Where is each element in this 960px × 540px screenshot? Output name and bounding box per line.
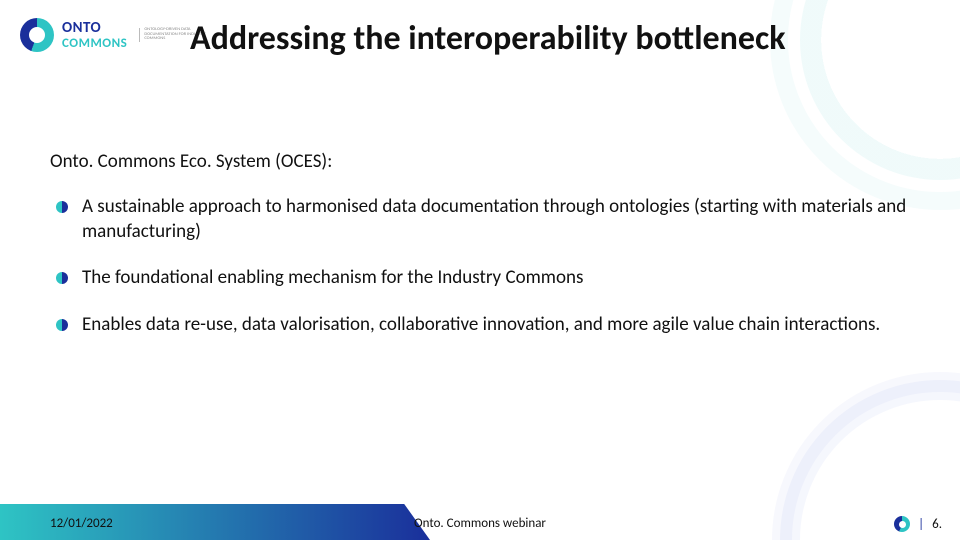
brand-line1: ONTO bbox=[62, 21, 127, 36]
footer-center-text: Onto. Commons webinar bbox=[0, 516, 960, 531]
bullet-text: A sustainable approach to harmonised dat… bbox=[82, 195, 930, 244]
bullet-item: A sustainable approach to harmonised dat… bbox=[50, 195, 930, 244]
brand-logo: ONTO COMMONS ONTOLOGY-DRIVEN DATA DOCUME… bbox=[20, 18, 209, 52]
slide-title: Addressing the interoperability bottlene… bbox=[190, 18, 786, 59]
bullet-icon bbox=[56, 201, 68, 213]
slide-body: Onto. Commons Eco. System (OCES): A sust… bbox=[50, 150, 930, 360]
bullet-text: The foundational enabling mechanism for … bbox=[82, 266, 930, 291]
slide: ONTO COMMONS ONTOLOGY-DRIVEN DATA DOCUME… bbox=[0, 0, 960, 540]
brand-line2: COMMONS bbox=[62, 37, 127, 50]
brand-logo-mark-icon bbox=[20, 18, 54, 52]
intro-text: Onto. Commons Eco. System (OCES): bbox=[50, 150, 930, 173]
bullet-text: Enables data re-use, data valorisation, … bbox=[82, 313, 930, 338]
footer-divider: | bbox=[918, 517, 924, 532]
bullet-icon bbox=[56, 319, 68, 331]
bullet-item: The foundational enabling mechanism for … bbox=[50, 266, 930, 291]
footer-logo-icon bbox=[894, 516, 910, 532]
bullet-icon bbox=[56, 272, 68, 284]
footer-right-group: | 6. bbox=[894, 516, 942, 532]
brand-logo-text: ONTO COMMONS bbox=[62, 21, 127, 50]
bullet-item: Enables data re-use, data valorisation, … bbox=[50, 313, 930, 338]
page-number: 6. bbox=[932, 517, 942, 532]
